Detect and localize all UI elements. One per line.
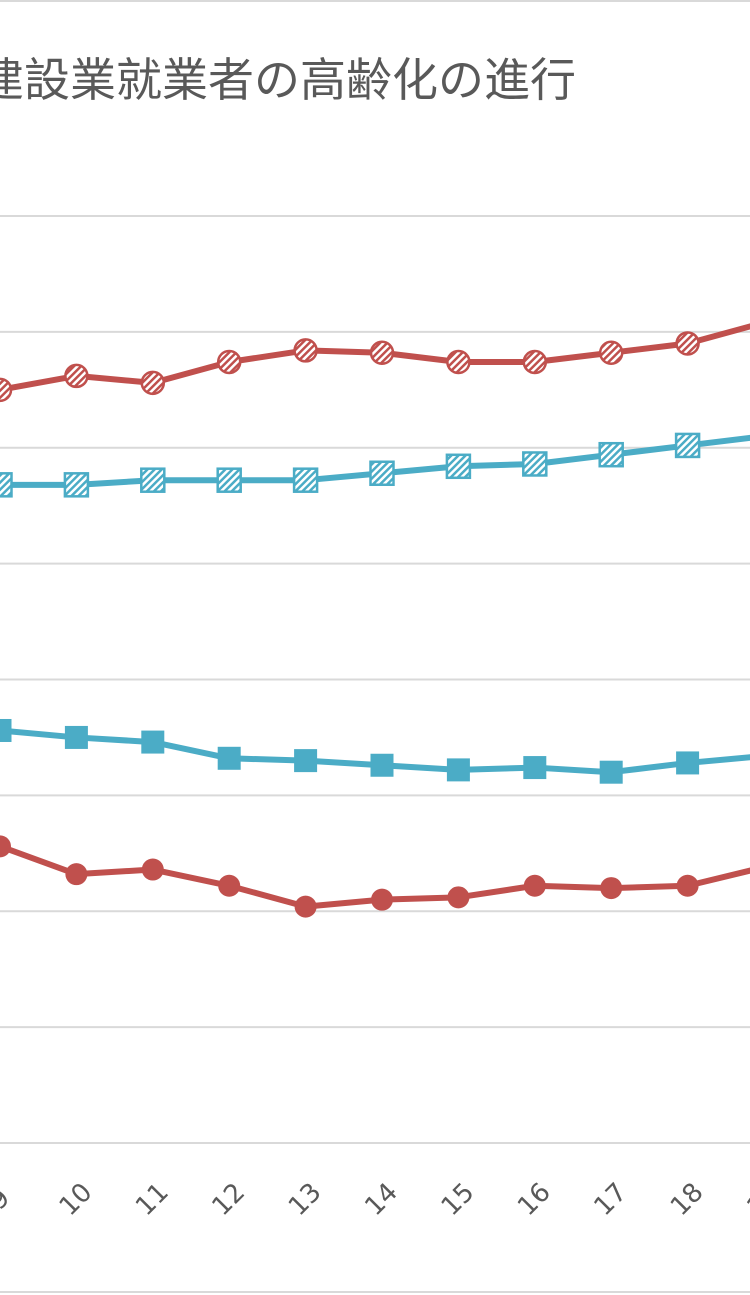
marker — [598, 340, 624, 365]
x-tick-label: 18 — [665, 1177, 710, 1222]
marker — [522, 349, 548, 375]
marker — [141, 730, 165, 754]
marker — [675, 331, 700, 356]
marker — [445, 453, 472, 480]
marker — [293, 338, 318, 363]
marker — [218, 874, 241, 897]
marker — [446, 349, 471, 375]
marker — [371, 888, 393, 911]
x-tick-label: 13 — [283, 1177, 328, 1222]
marker — [140, 467, 166, 493]
marker — [447, 886, 470, 909]
marker — [294, 749, 318, 773]
marker — [369, 340, 395, 365]
marker — [598, 441, 624, 468]
marker — [0, 377, 13, 403]
x-tick-label: 17 — [589, 1177, 634, 1222]
x-tick-label: 15 — [436, 1177, 481, 1222]
marker — [523, 756, 547, 780]
x-tick-label: 19 — [741, 1177, 750, 1222]
chart-title: 建設業就業者の高齢化の進行 — [0, 53, 576, 107]
marker — [0, 835, 11, 858]
marker — [370, 753, 394, 777]
marker — [217, 746, 241, 770]
marker — [63, 472, 90, 498]
x-tick-label: 9 — [0, 1183, 16, 1216]
x-tick-label: 16 — [512, 1177, 557, 1222]
x-tick-label: 14 — [359, 1177, 404, 1222]
marker — [216, 467, 242, 493]
marker — [292, 467, 319, 493]
marker — [140, 370, 166, 396]
marker — [369, 460, 395, 486]
marker — [674, 432, 701, 459]
marker — [599, 760, 623, 784]
marker — [600, 877, 623, 900]
x-tick-label: 10 — [54, 1177, 99, 1222]
marker — [523, 874, 546, 897]
x-tick-label: 12 — [207, 1177, 252, 1222]
x-tick-label: 11 — [130, 1177, 175, 1222]
marker — [65, 863, 88, 886]
marker — [141, 858, 164, 881]
marker — [0, 472, 13, 498]
marker — [676, 874, 699, 897]
marker — [676, 751, 700, 775]
marker — [0, 718, 12, 742]
marker — [64, 363, 89, 389]
marker — [216, 349, 242, 375]
marker — [294, 895, 317, 918]
marker — [64, 725, 88, 749]
marker — [522, 451, 548, 477]
marker — [446, 758, 470, 782]
